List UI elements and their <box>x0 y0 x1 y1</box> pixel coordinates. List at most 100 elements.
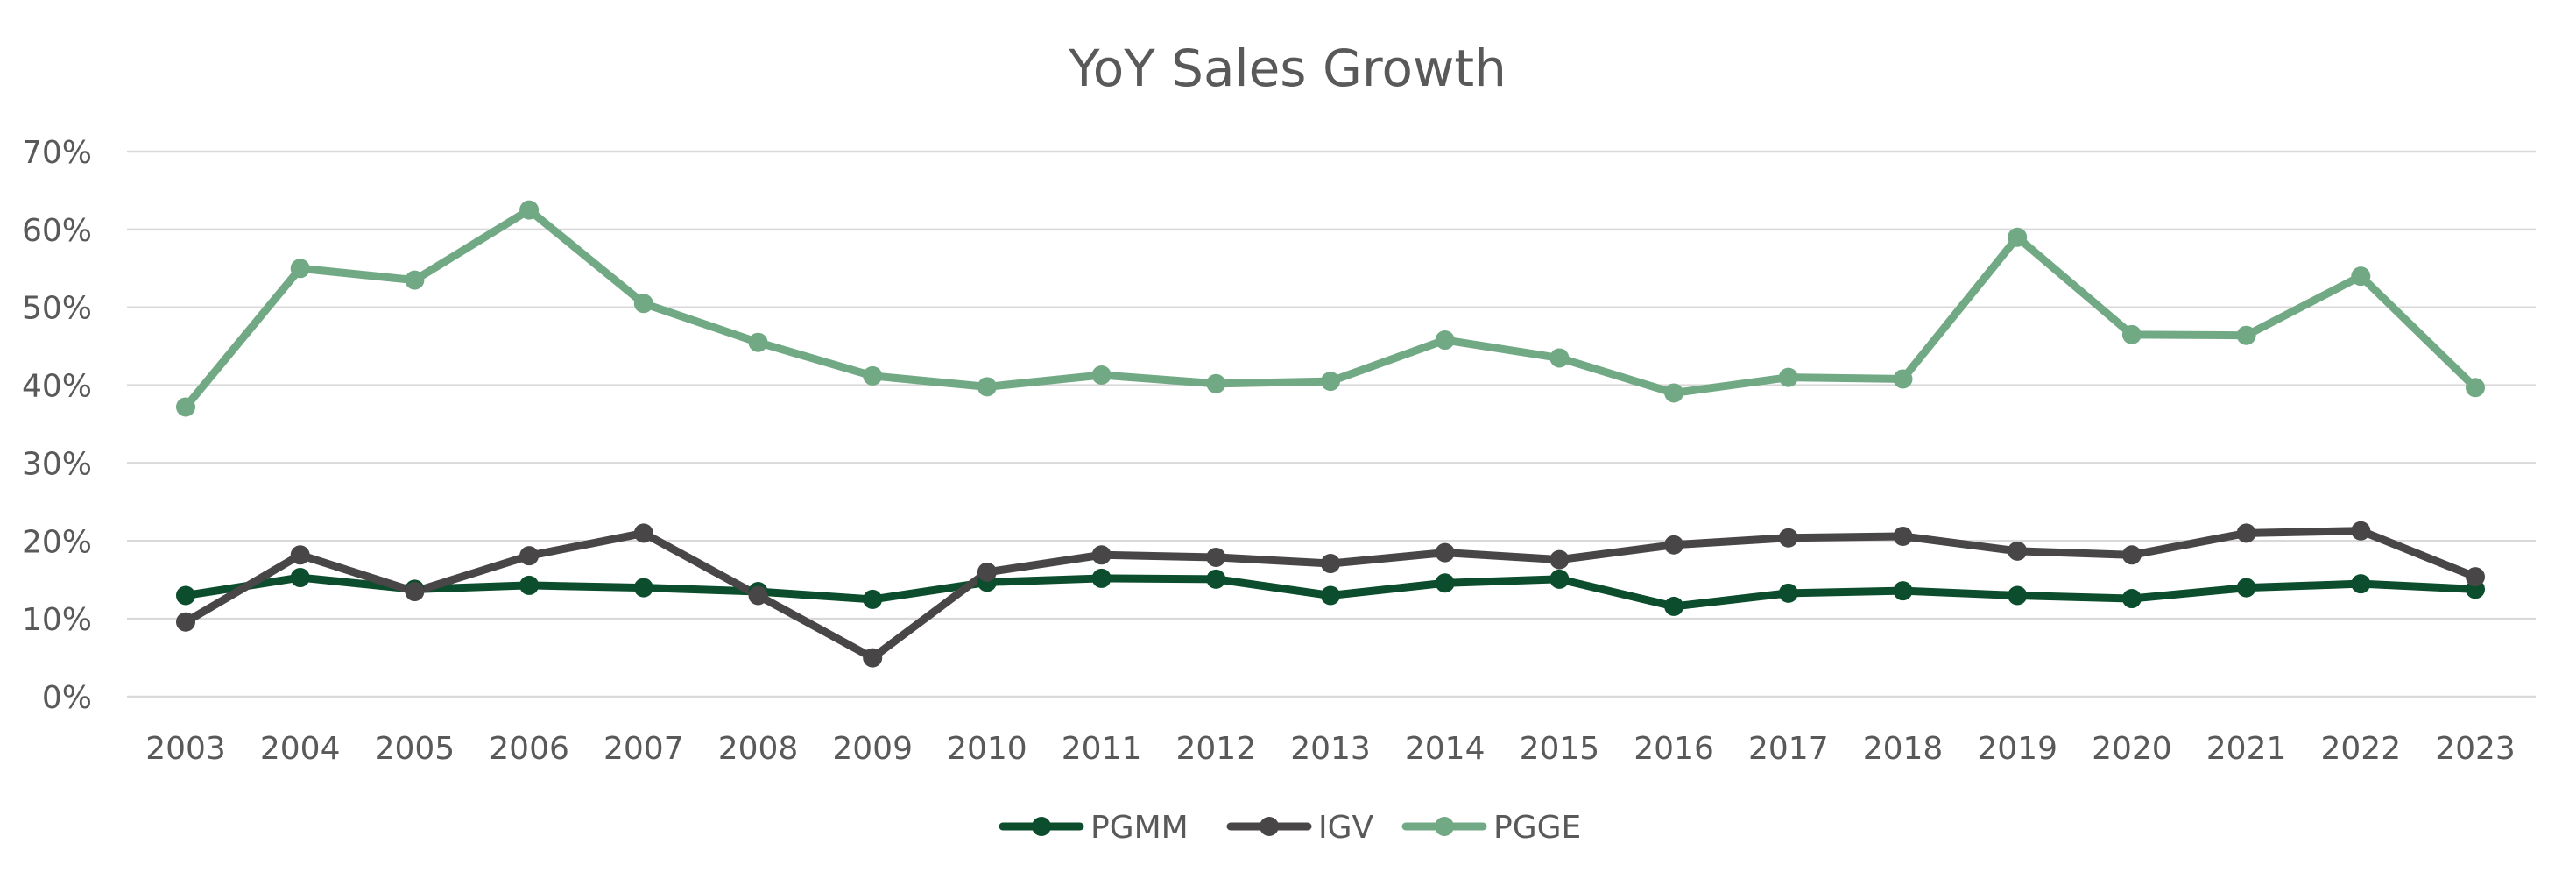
data-point-pgge <box>1091 365 1112 386</box>
data-point-pgmm <box>1321 585 1340 606</box>
data-point-igv <box>2121 545 2142 565</box>
data-point-igv <box>1321 554 1340 574</box>
data-point-pgge <box>2008 227 2028 247</box>
data-point-igv <box>1778 528 1798 548</box>
data-point-pgge <box>2236 325 2256 345</box>
data-point-pgmm <box>1549 569 1570 589</box>
x-tick-label: 2022 <box>2320 731 2401 767</box>
x-tick-label: 2012 <box>1175 731 1256 767</box>
y-tick-label: 60% <box>22 213 92 249</box>
data-point-igv <box>2351 521 2371 541</box>
data-point-pgge <box>405 270 425 290</box>
x-tick-label: 2017 <box>1748 731 1829 767</box>
data-point-igv <box>2466 567 2485 587</box>
y-tick-label: 70% <box>22 135 92 171</box>
x-tick-label: 2011 <box>1062 731 1142 767</box>
data-point-pgge <box>633 294 653 314</box>
legend-label-pgmm: PGMM <box>1090 810 1189 846</box>
data-point-pgmm <box>1206 569 1226 589</box>
legend-marker-pgge <box>1435 817 1454 836</box>
data-point-pgmm <box>1778 583 1798 603</box>
data-point-pgge <box>1664 383 1684 403</box>
data-point-igv <box>1664 535 1684 555</box>
data-point-pgge <box>748 332 768 352</box>
x-tick-label: 2005 <box>375 731 455 767</box>
y-tick-label: 50% <box>22 291 92 327</box>
data-point-pgge <box>1893 369 1913 389</box>
data-point-igv <box>863 648 883 668</box>
legend-label-pgge: PGGE <box>1493 810 1581 846</box>
x-tick-label: 2023 <box>2435 731 2516 767</box>
data-point-pgmm <box>290 568 310 588</box>
x-tick-label: 2014 <box>1405 731 1486 767</box>
data-point-igv <box>2236 523 2256 543</box>
x-tick-label: 2013 <box>1290 731 1371 767</box>
data-point-igv <box>2008 541 2028 561</box>
legend: PGMM IGV PGGE <box>999 810 1581 846</box>
data-point-igv <box>1549 549 1570 570</box>
x-tick-label: 2010 <box>947 731 1027 767</box>
data-point-pgge <box>1778 367 1798 387</box>
data-point-pgge <box>1321 372 1340 392</box>
y-tick-label: 0% <box>42 680 92 716</box>
x-tick-label: 2019 <box>1977 731 2057 767</box>
data-point-pgge <box>519 200 540 220</box>
data-point-pgge <box>1206 373 1226 393</box>
data-point-igv <box>176 612 195 632</box>
data-point-pgmm <box>1664 596 1684 616</box>
data-point-igv <box>1893 526 1913 546</box>
x-tick-label: 2018 <box>1863 731 1944 767</box>
data-point-pgge <box>977 377 997 397</box>
x-tick-label: 2007 <box>603 731 684 767</box>
data-point-pgge <box>2466 378 2485 398</box>
x-tick-label: 2020 <box>2092 731 2172 767</box>
chart-title: YoY Sales Growth <box>1068 39 1507 98</box>
x-tick-label: 2006 <box>489 731 569 767</box>
data-point-pgmm <box>2236 578 2256 598</box>
x-tick-label: 2016 <box>1634 731 1714 767</box>
x-tick-label: 2009 <box>832 731 913 767</box>
data-point-igv <box>1206 547 1226 567</box>
x-axis-ticks: 2003 2004 2005 2006 2007 2008 2009 2010 2011 2012… <box>145 731 2516 767</box>
x-tick-label: 2008 <box>718 731 799 767</box>
x-tick-label: 2021 <box>2206 731 2287 767</box>
data-point-pgmm <box>1435 573 1455 593</box>
y-tick-label: 30% <box>22 446 92 482</box>
data-point-igv <box>519 546 540 566</box>
x-tick-label: 2015 <box>1520 731 1600 767</box>
x-tick-label: 2003 <box>145 731 226 767</box>
data-point-pgge <box>1549 348 1570 368</box>
y-tick-label: 40% <box>22 369 92 405</box>
y-tick-label: 20% <box>22 524 92 560</box>
data-point-igv <box>290 545 310 565</box>
data-point-pgmm <box>2008 585 2028 606</box>
y-axis-ticks: 0% 10% 20% 30% 40% 50% 60% 70% <box>22 135 92 716</box>
data-point-pgge <box>1435 330 1455 351</box>
data-point-pgmm <box>519 575 540 595</box>
x-tick-label: 2004 <box>260 731 341 767</box>
data-point-igv <box>1091 545 1112 565</box>
data-point-pgge <box>863 365 883 386</box>
data-point-pgmm <box>633 578 653 598</box>
data-point-pgmm <box>1893 581 1913 601</box>
data-point-igv <box>633 523 653 543</box>
data-point-pgmm <box>1091 568 1112 588</box>
y-tick-label: 10% <box>22 602 92 638</box>
data-point-pgge <box>2121 324 2142 344</box>
data-point-pgmm <box>176 585 195 606</box>
data-point-pgge <box>290 259 310 279</box>
data-point-pgge <box>2351 266 2371 287</box>
data-point-igv <box>1435 542 1455 563</box>
data-point-igv <box>405 582 425 602</box>
series-lines <box>176 200 2485 668</box>
data-point-igv <box>977 562 997 582</box>
data-point-pgmm <box>863 589 883 609</box>
data-point-pgmm <box>2121 589 2142 609</box>
legend-marker-igv <box>1260 817 1279 836</box>
data-point-pgmm <box>2351 574 2371 594</box>
legend-marker-pgmm <box>1032 817 1051 836</box>
data-point-pgge <box>176 397 195 417</box>
legend-label-igv: IGV <box>1318 810 1374 846</box>
